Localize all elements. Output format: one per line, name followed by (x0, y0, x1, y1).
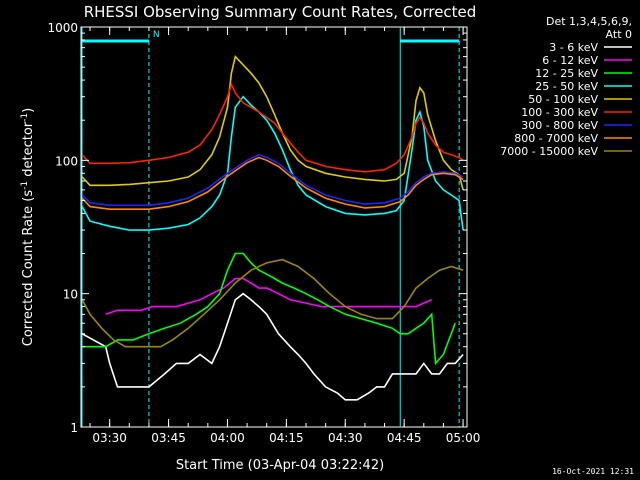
x-tick-label: 03:45 (151, 431, 186, 445)
x-tick-label: 05:00 (446, 431, 481, 445)
series-layer (81, 54, 464, 401)
series-line-8 (81, 258, 464, 348)
annotation-label: N (153, 30, 160, 40)
legend-entry-label: 50 - 100 keV (528, 93, 598, 106)
legend-entry-label: 3 - 6 keV (549, 41, 598, 54)
x-tick-label: 04:15 (269, 431, 304, 445)
y-axis-label: Corrected Count Rate (s-1 detector-1) (20, 108, 36, 346)
series-line-2 (82, 252, 456, 366)
generation-timestamp: 16-Oct-2021 12:31 (552, 467, 634, 476)
legend-header: Att 0 (606, 28, 632, 41)
axes-layer: 03:30 03:45 04:00 04:15 04:30 04:45 05:00 1 10 10… (47, 21, 480, 445)
legend-entry-label: 100 - 300 keV (521, 106, 598, 119)
chart-title: RHESSI Observing Summary Count Rates, Co… (84, 3, 477, 21)
x-tick-label: 04:00 (210, 431, 245, 445)
y-tick-label: 1 (70, 421, 78, 435)
legend-header: Det 1,3,4,5,6,9, (546, 15, 632, 28)
series-line-1 (105, 277, 433, 316)
legend-entry-label: 25 - 50 keV (535, 80, 598, 93)
y-tick-label: 10 (63, 288, 78, 302)
plot-frame (80, 26, 468, 428)
x-tick-label: 04:45 (387, 431, 422, 445)
y-tick-label: 100 (55, 154, 78, 168)
series-line-5 (81, 82, 464, 173)
legend-entry-label: 300 - 800 keV (521, 119, 598, 132)
legend-entry-label: 6 - 12 keV (542, 54, 598, 67)
series-line-6 (81, 153, 464, 207)
y-tick-label: 1000 (47, 21, 78, 35)
legend-entry-label: 7000 - 15000 keV (500, 145, 598, 158)
legend-entry-label: 800 - 7000 keV (514, 132, 598, 145)
x-axis-label: Start Time (03-Apr-04 03:22:42) (176, 458, 384, 473)
x-tick-label: 03:30 (92, 431, 127, 445)
series-line-3 (81, 95, 464, 231)
series-line-7 (81, 156, 464, 210)
legend-entry-label: 12 - 25 keV (535, 67, 598, 80)
x-tick-label: 04:30 (328, 431, 363, 445)
series-line-4 (81, 54, 464, 191)
observing-intervals: N (81, 27, 460, 427)
series-line-0 (81, 292, 464, 401)
